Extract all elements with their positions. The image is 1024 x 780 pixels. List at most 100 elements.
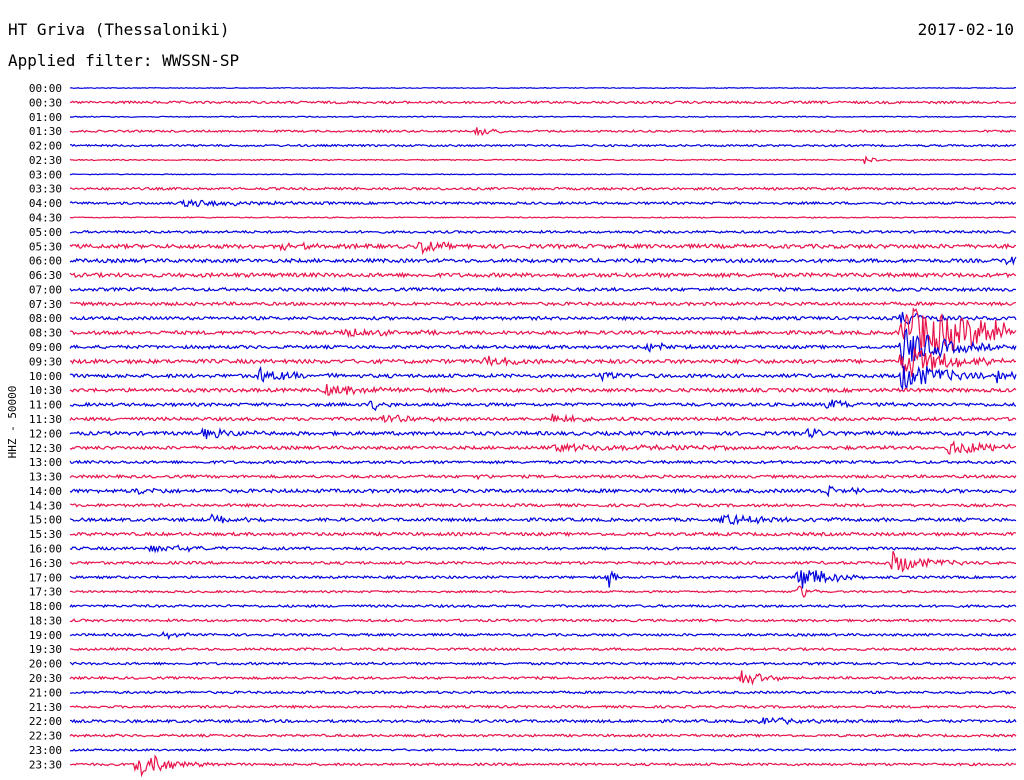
trace-line xyxy=(69,198,1017,208)
row-time-label: 00:30 xyxy=(29,96,62,109)
row-time-label: 08:30 xyxy=(29,327,62,340)
trace-line xyxy=(69,473,1017,481)
trace-line xyxy=(69,704,1017,710)
row-time-label: 11:30 xyxy=(29,413,62,426)
trace-line xyxy=(69,384,1017,397)
row-time-label: 12:30 xyxy=(29,442,62,455)
row-time-label: 01:00 xyxy=(29,111,62,124)
trace-line xyxy=(69,311,1017,325)
trace-line xyxy=(69,399,1017,412)
row-time-label: 05:30 xyxy=(29,240,62,253)
trace-line xyxy=(69,754,1017,778)
trace-line xyxy=(69,173,1017,176)
row-time-label: 13:30 xyxy=(29,471,62,484)
row-time-label: 09:00 xyxy=(29,341,62,354)
row-time-label: 04:00 xyxy=(29,197,62,210)
trace-line xyxy=(69,427,1017,440)
row-time-label: 10:30 xyxy=(29,384,62,397)
row-time-label: 12:00 xyxy=(29,427,62,440)
row-time-label: 22:00 xyxy=(29,715,62,728)
row-time-label: 19:30 xyxy=(29,643,62,656)
row-time-label: 03:00 xyxy=(29,168,62,181)
row-time-label: 07:30 xyxy=(29,298,62,311)
trace-line xyxy=(69,271,1017,279)
filter-label: Applied filter: WWSSN-SP xyxy=(8,51,240,70)
row-time-label: 21:30 xyxy=(29,701,62,714)
row-time-label: 23:00 xyxy=(29,744,62,757)
trace-line xyxy=(69,229,1017,235)
row-time-label: 07:00 xyxy=(29,283,62,296)
trace-line xyxy=(69,603,1017,609)
row-time-label: 17:00 xyxy=(29,571,62,584)
row-time-label: 16:30 xyxy=(29,557,62,570)
trace-line xyxy=(70,630,1017,641)
trace-line xyxy=(69,300,1016,307)
trace-line xyxy=(69,670,1017,686)
trace-line xyxy=(69,513,1017,526)
row-time-label: 09:30 xyxy=(29,355,62,368)
trace-line xyxy=(69,286,1017,293)
row-time-label: 15:30 xyxy=(29,528,62,541)
row-time-label: 19:00 xyxy=(29,629,62,642)
row-time-label: 02:00 xyxy=(29,140,62,153)
trace-line xyxy=(69,502,1017,509)
row-time-label: 18:30 xyxy=(29,614,62,627)
trace-line xyxy=(69,256,1017,266)
row-time-label: 22:30 xyxy=(29,730,62,743)
row-time-label: 18:00 xyxy=(29,600,62,613)
trace-line xyxy=(69,661,1017,666)
row-time-label: 14:30 xyxy=(29,499,62,512)
row-time-label: 02:30 xyxy=(29,154,62,167)
trace-line xyxy=(70,143,1016,148)
row-time-label: 08:00 xyxy=(29,312,62,325)
trace-line xyxy=(69,585,1017,598)
row-time-label: 14:00 xyxy=(29,485,62,498)
row-time-label: 20:30 xyxy=(29,672,62,685)
row-time-label: 06:30 xyxy=(29,269,62,282)
row-time-label: 06:00 xyxy=(29,255,62,268)
row-time-label: 23:30 xyxy=(29,758,62,771)
row-time-label: 03:30 xyxy=(29,183,62,196)
trace-line xyxy=(69,690,1016,695)
trace-line xyxy=(69,86,1016,90)
trace-line xyxy=(69,327,1017,368)
row-time-label: 20:00 xyxy=(29,658,62,671)
row-time-label: 04:30 xyxy=(29,212,62,225)
trace-line xyxy=(69,716,1017,726)
trace-line xyxy=(69,646,1017,652)
trace-line xyxy=(69,531,1017,538)
trace-line xyxy=(69,127,1017,137)
trace-line xyxy=(69,570,1017,589)
trace-line xyxy=(69,100,1017,105)
trace-line xyxy=(69,365,1017,391)
date-label: 2017-02-10 xyxy=(917,20,1014,39)
trace-line xyxy=(69,216,1017,219)
trace-line xyxy=(69,241,1017,256)
trace-line xyxy=(69,551,1016,573)
trace-line xyxy=(69,748,1017,752)
y-axis-title: HHZ - 50000 xyxy=(6,386,19,459)
trace-line xyxy=(69,413,1017,424)
row-time-label: 13:00 xyxy=(29,456,62,469)
row-time-label: 11:00 xyxy=(29,399,62,412)
trace-line xyxy=(69,733,1017,738)
trace-line xyxy=(69,155,1017,165)
trace-line xyxy=(69,439,1016,455)
row-time-label: 10:00 xyxy=(29,370,62,383)
row-time-label: 21:00 xyxy=(29,686,62,699)
trace-line xyxy=(69,544,1017,554)
row-time-label: 00:00 xyxy=(29,82,62,95)
trace-line xyxy=(69,115,1017,118)
trace-line xyxy=(69,459,1017,465)
row-time-label: 17:30 xyxy=(29,586,62,599)
row-time-label: 16:00 xyxy=(29,542,62,555)
trace-line xyxy=(69,307,1017,354)
station-title: HT Griva (Thessaloniki) xyxy=(8,20,230,39)
row-time-label: 01:30 xyxy=(29,125,62,138)
trace-line xyxy=(69,186,1017,192)
trace-line xyxy=(69,484,1017,498)
row-time-label: 05:00 xyxy=(29,226,62,239)
trace-line xyxy=(69,618,1017,623)
row-time-label: 15:00 xyxy=(29,514,62,527)
